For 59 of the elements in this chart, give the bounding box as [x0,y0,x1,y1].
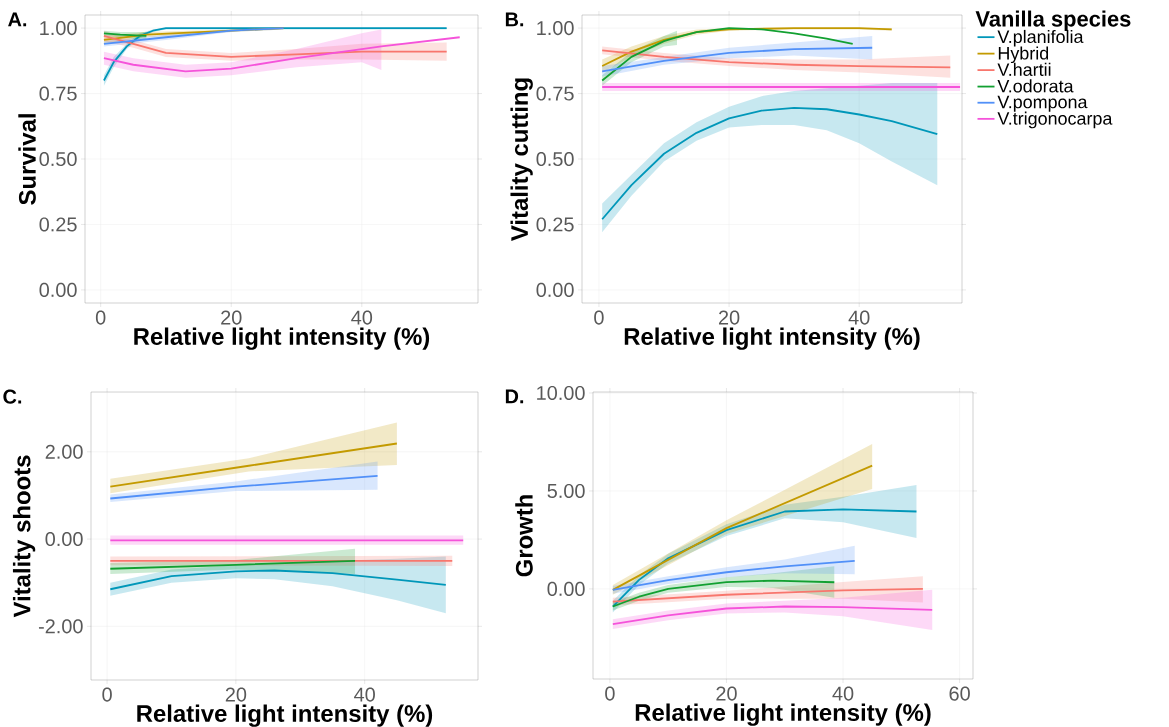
y-tick-label: 0.50 [39,151,77,167]
x-tick-label: 20 [225,687,247,702]
y-tick-label: 0.25 [536,217,574,232]
y-tick-label: 1.00 [40,21,77,36]
line-series [109,569,447,591]
y-tick-label: 0.00 [536,282,574,297]
y-axis-title: Vitality cutting [510,78,533,241]
legend-label: V.planifolia [997,29,1084,47]
line-series [601,107,939,221]
y-tick-label: 0.00 [45,532,83,547]
legend-label: Hybrid [998,46,1049,64]
x-axis-title: Relative light intensity (%) [624,327,920,350]
legend-label: V.trigonocarpa [997,111,1113,129]
chart-title: D. [505,389,524,404]
y-tick-label: 0.75 [536,86,574,101]
legend-label: V.hartii [997,62,1051,77]
x-tick-label: 40 [351,310,373,325]
y-tick-label: 0.00 [547,581,585,596]
line-series [601,49,952,69]
y-tick-label: 0.75 [39,86,77,101]
y-tick-label: 5.00 [547,483,585,498]
y-tick-label: 0.50 [536,151,574,167]
x-tick-label: 40 [354,687,375,702]
y-tick-label: 1.00 [537,21,574,36]
y-tick-label: 0.25 [39,217,77,232]
x-tick-label: 20 [716,686,737,701]
x-tick-label: 40 [832,686,854,701]
line-series [103,36,461,73]
x-tick-label: 0 [594,310,604,325]
line-series [601,46,874,73]
x-axis-title: Relative light intensity (%) [635,703,931,726]
y-tick-label: 0.00 [39,282,77,297]
legend-label: V.odorata [997,79,1074,93]
legend-title: Vanilla species [975,10,1131,31]
y-axis-title: Growth [515,495,533,577]
line-series [601,27,854,82]
y-tick-label: 10.00 [537,385,585,401]
x-tick-label: 20 [718,310,740,325]
line-series [611,508,918,608]
y-axis-title: Vitality shoots [12,455,36,618]
chart-title: C. [3,389,22,404]
legend-label: V.pompona [997,95,1088,112]
line-series [611,579,836,608]
line-series [611,605,934,626]
x-tick-label: 0 [605,686,615,701]
x-tick-label: 0 [102,687,112,702]
x-axis-title: Relative light intensity (%) [134,327,430,350]
chart-title: A. [8,12,27,27]
x-tick-label: 60 [949,686,970,701]
x-tick-label: 20 [221,310,242,325]
x-axis-title: Relative light intensity (%) [137,704,433,727]
y-tick-label: 2.00 [45,444,83,459]
y-axis-title: Survival [18,114,36,205]
x-tick-label: 40 [848,310,870,325]
x-tick-label: 0 [95,310,106,325]
chart-title: B. [505,12,524,27]
y-tick-label: -2.00 [38,619,83,634]
line-series [611,559,856,591]
line-series [611,587,924,603]
